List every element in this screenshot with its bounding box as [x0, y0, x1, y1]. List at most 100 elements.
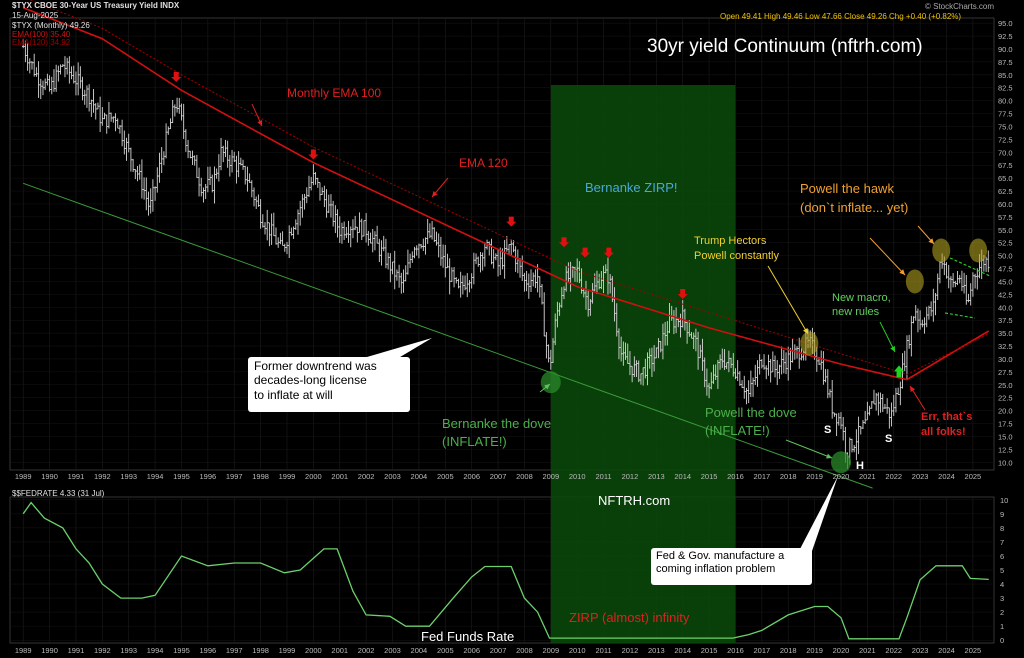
price-bar [98, 96, 102, 133]
price-bar [945, 262, 948, 279]
x-tick-label-fed: 2001 [331, 646, 348, 655]
price-bar [76, 62, 80, 96]
price-bar [160, 147, 163, 174]
price-bar [101, 106, 104, 126]
y-tick-label: 20.0 [998, 407, 1013, 416]
y-tick-label: 35.0 [998, 329, 1013, 338]
price-bar [850, 438, 854, 453]
price-bar [367, 230, 370, 246]
x-tick-label-fed: 2017 [754, 646, 771, 655]
y-tick-label: 30.0 [998, 355, 1013, 364]
price-bar [114, 113, 117, 132]
price-bar [391, 261, 394, 275]
ema120-pointer-head [432, 191, 438, 197]
price-bar [373, 231, 377, 251]
err-line-2: all folks! [921, 426, 966, 438]
price-bar [380, 240, 383, 266]
price-bar [762, 354, 766, 370]
price-bar [782, 349, 786, 374]
new-macro-line-2: new rules [832, 306, 880, 318]
x-tick-label: 2012 [622, 472, 639, 481]
ema100-pointer-head [257, 120, 263, 126]
price-bar [39, 78, 43, 100]
price-bar [107, 101, 111, 129]
price-bar [430, 221, 434, 240]
price-bar [967, 293, 970, 303]
price-bar [503, 239, 506, 279]
y-tick-label: 22.5 [998, 394, 1013, 403]
price-bar [932, 288, 935, 322]
x-tick-label-fed: 1992 [94, 646, 111, 655]
price-bar [492, 249, 495, 269]
price-bar [822, 351, 825, 385]
powell-hawk-line-2: (don`t inflate... yet) [800, 200, 909, 215]
price-bar [145, 177, 148, 211]
price-bar [758, 354, 761, 375]
x-tick-label-fed: 1993 [120, 646, 137, 655]
red-down-arrow [580, 247, 591, 258]
x-tick-label: 2002 [358, 472, 375, 481]
y-tick-label: 57.5 [998, 213, 1013, 222]
x-tick-label-fed: 2020 [833, 646, 850, 655]
x-tick-label-fed: 1996 [200, 646, 217, 655]
y-tick-label: 12.5 [998, 445, 1013, 454]
price-bar [470, 273, 473, 289]
price-bar [63, 56, 67, 78]
red-down-arrow [558, 237, 569, 248]
price-bar [109, 112, 113, 122]
y-tick-label: 55.0 [998, 226, 1013, 235]
y-tick-label: 95.0 [998, 19, 1013, 28]
x-tick-label: 1994 [147, 472, 164, 481]
x-tick-label: 1998 [252, 472, 269, 481]
price-bar [949, 276, 953, 293]
y-tick-label: 77.5 [998, 110, 1013, 119]
watermark: © StockCharts.com [925, 2, 995, 11]
x-tick-label: 1989 [15, 472, 32, 481]
new-macro-line-1: New macro, [832, 292, 891, 304]
x-tick-label-fed: 1998 [252, 646, 269, 655]
price-bar [534, 269, 537, 289]
former-downtrend-line-2: decades-long license [254, 373, 367, 388]
x-tick-label: 2025 [965, 472, 982, 481]
price-bar [259, 199, 262, 229]
powell-hawk-line-1: Powell the hawk [800, 181, 894, 196]
price-bar [210, 174, 214, 193]
head-label: H [856, 460, 864, 472]
price-bar [57, 65, 60, 82]
price-bar [254, 196, 258, 209]
nftrh-label: NFTRH.com [598, 493, 671, 508]
price-bar [151, 179, 155, 212]
price-bar [516, 249, 520, 274]
price-bar [432, 227, 436, 243]
fed-y-tick-label: 4 [1000, 580, 1004, 589]
price-bar [855, 429, 858, 461]
price-bar [874, 392, 878, 411]
price-bar [439, 236, 443, 266]
x-tick-label-fed: 2016 [727, 646, 744, 655]
fed-label: $$FEDRATE 4.33 (31 Jul) [12, 489, 105, 498]
x-tick-label-fed: 2006 [463, 646, 480, 655]
price-bar [281, 231, 284, 246]
bernanke-dove-line-2: (INFLATE!) [442, 434, 507, 449]
x-tick-label-fed: 2007 [490, 646, 507, 655]
price-bar [202, 187, 205, 203]
price-bar [294, 219, 298, 230]
price-bar [70, 66, 73, 80]
price-bar [881, 393, 885, 413]
price-bar [951, 273, 955, 288]
ema-100-line [22, 6, 990, 381]
x-tick-label: 2010 [569, 472, 586, 481]
price-bar [965, 275, 968, 305]
y-tick-label: 25.0 [998, 381, 1013, 390]
x-tick-label-fed: 1997 [226, 646, 243, 655]
x-tick-label-fed: 2000 [305, 646, 322, 655]
price-bar [494, 253, 498, 261]
price-bar [384, 238, 388, 269]
price-bar [507, 244, 511, 254]
price-bar [252, 187, 256, 207]
price-bar [142, 177, 146, 200]
price-bar [921, 319, 924, 328]
price-bar [123, 130, 126, 155]
x-tick-label-fed: 2018 [780, 646, 797, 655]
price-bar [272, 212, 276, 237]
